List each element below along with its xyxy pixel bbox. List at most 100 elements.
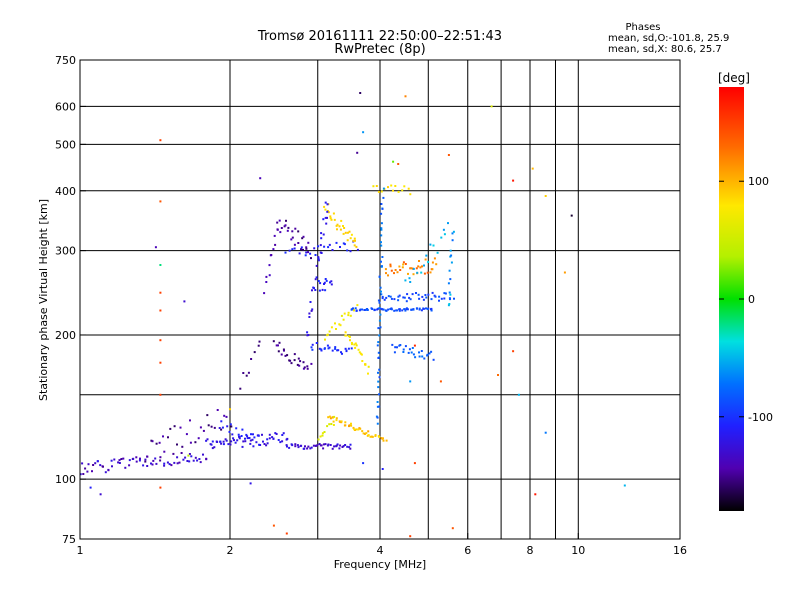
data-point bbox=[328, 346, 331, 349]
data-point bbox=[376, 344, 379, 347]
data-point bbox=[416, 271, 419, 274]
y-tick-label: 75 bbox=[62, 533, 76, 546]
data-point bbox=[390, 297, 393, 300]
data-point bbox=[350, 233, 353, 236]
data-point bbox=[91, 470, 93, 473]
data-point bbox=[360, 353, 363, 356]
data-point bbox=[330, 326, 333, 329]
data-point bbox=[424, 294, 427, 296]
data-point bbox=[220, 428, 223, 431]
data-point bbox=[336, 228, 338, 231]
data-point bbox=[187, 454, 190, 457]
data-point bbox=[146, 465, 149, 467]
data-point bbox=[369, 435, 372, 438]
data-point bbox=[288, 446, 291, 449]
data-point bbox=[377, 351, 380, 354]
data-point bbox=[268, 274, 271, 277]
data-point bbox=[334, 347, 337, 350]
data-point bbox=[297, 446, 300, 449]
data-point bbox=[381, 207, 384, 210]
data-point bbox=[320, 444, 323, 447]
data-point bbox=[302, 367, 305, 370]
data-point bbox=[265, 281, 268, 283]
data-point bbox=[362, 131, 365, 134]
data-point bbox=[364, 309, 367, 311]
data-point bbox=[159, 200, 162, 203]
colorbar-label: [deg] bbox=[718, 71, 750, 85]
data-point bbox=[379, 313, 382, 316]
data-point bbox=[308, 316, 311, 318]
data-point bbox=[324, 289, 327, 292]
data-point bbox=[419, 266, 422, 269]
data-point bbox=[418, 260, 420, 262]
data-point bbox=[324, 443, 327, 446]
data-point bbox=[226, 425, 229, 428]
data-point bbox=[362, 462, 365, 465]
data-point bbox=[447, 282, 450, 285]
data-point bbox=[377, 327, 380, 330]
data-point bbox=[302, 248, 304, 251]
data-point bbox=[333, 218, 336, 221]
data-point bbox=[349, 447, 352, 450]
data-point bbox=[342, 318, 345, 321]
data-point bbox=[323, 347, 326, 350]
data-point bbox=[277, 350, 280, 353]
data-point bbox=[152, 459, 155, 462]
plot-grid bbox=[80, 60, 680, 539]
data-point bbox=[416, 307, 418, 310]
data-point bbox=[430, 298, 433, 301]
data-point bbox=[450, 261, 453, 264]
data-point bbox=[348, 230, 351, 233]
data-point bbox=[378, 405, 381, 408]
data-point bbox=[304, 445, 306, 448]
data-point bbox=[423, 357, 426, 360]
data-point bbox=[339, 324, 342, 327]
data-point bbox=[135, 460, 138, 463]
data-point bbox=[304, 254, 307, 257]
data-point bbox=[319, 251, 322, 254]
colorbar-ticks: 100 0 -100 bbox=[719, 175, 773, 424]
data-point bbox=[329, 417, 332, 420]
data-point bbox=[284, 251, 287, 254]
data-point bbox=[224, 438, 227, 441]
data-point bbox=[431, 291, 434, 294]
data-point bbox=[286, 437, 289, 440]
data-point bbox=[447, 154, 450, 156]
data-point bbox=[449, 249, 452, 252]
data-point bbox=[113, 458, 116, 461]
data-point bbox=[276, 221, 279, 224]
data-point bbox=[313, 287, 315, 290]
data-point bbox=[448, 297, 451, 300]
data-point bbox=[159, 486, 162, 489]
data-point bbox=[317, 257, 320, 260]
data-point bbox=[237, 433, 240, 436]
data-point bbox=[422, 298, 425, 301]
data-point bbox=[377, 371, 379, 374]
x-axis-label: Frequency [MHz] bbox=[334, 558, 426, 571]
data-point bbox=[268, 264, 271, 267]
data-point bbox=[321, 432, 324, 435]
data-point bbox=[420, 271, 423, 274]
data-point bbox=[335, 224, 338, 227]
data-point bbox=[307, 334, 310, 336]
data-point bbox=[322, 218, 325, 221]
data-point bbox=[389, 265, 392, 268]
data-point bbox=[402, 263, 405, 266]
data-point bbox=[328, 415, 331, 418]
data-point bbox=[403, 185, 406, 188]
data-point bbox=[356, 248, 359, 251]
data-point bbox=[300, 444, 303, 447]
data-point bbox=[377, 386, 380, 389]
data-point bbox=[397, 190, 400, 193]
data-point bbox=[308, 312, 311, 315]
data-point bbox=[310, 346, 313, 349]
data-point bbox=[202, 453, 204, 456]
data-point bbox=[280, 227, 283, 229]
data-point bbox=[333, 415, 336, 418]
data-point bbox=[338, 447, 341, 450]
data-point bbox=[320, 349, 323, 352]
data-point bbox=[291, 230, 294, 233]
data-point bbox=[380, 241, 382, 244]
data-point bbox=[438, 299, 440, 302]
data-point bbox=[352, 239, 355, 242]
